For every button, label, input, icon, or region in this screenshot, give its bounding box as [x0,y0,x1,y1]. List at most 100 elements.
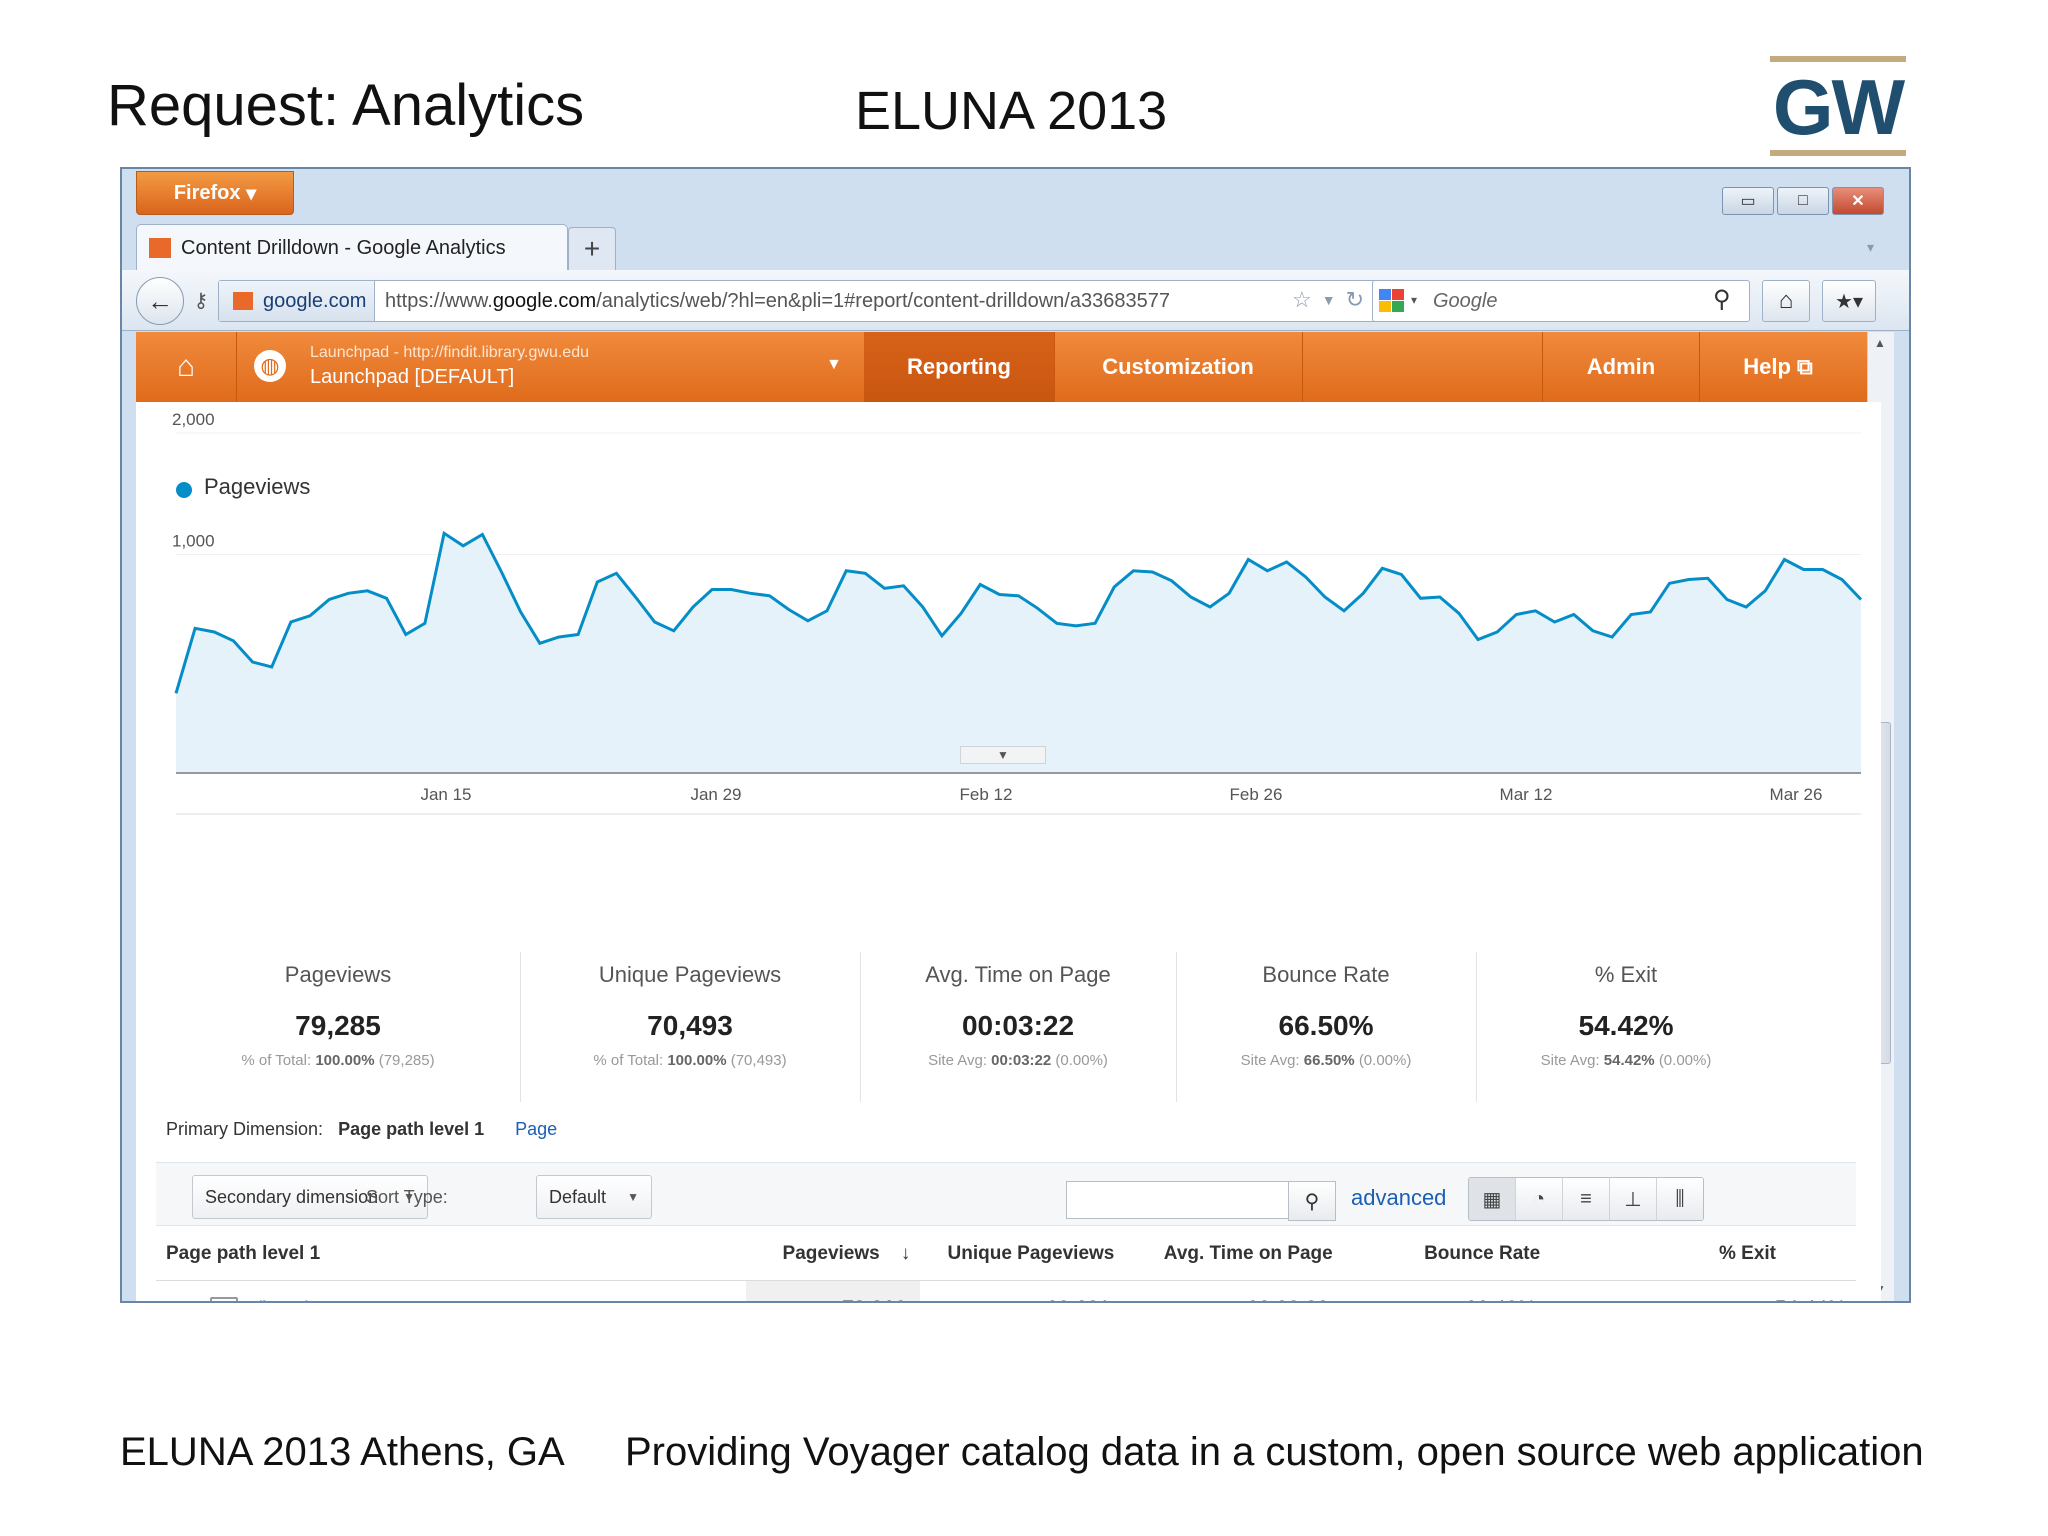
tab-list-icon[interactable]: ▾ [1867,239,1875,255]
search-engine-caret-icon[interactable]: ▾ [1411,293,1418,307]
reload-icon[interactable]: ↻ [1345,287,1365,312]
y-tick-label: 1,000 [172,532,215,551]
comparison-view-icon[interactable]: ⊥ [1610,1178,1657,1220]
ga-home-icon[interactable]: ⌂ [136,332,237,402]
browser-window: Firefox ▾ ▭ □ ✕ Content Drilldown - Goog… [120,167,1911,1303]
home-icon[interactable]: ⌂ [1762,280,1810,322]
x-tick-label: Jan 29 [690,785,741,804]
metric-comparison: Site Avg: 54.42% (0.00%) [1540,1052,1712,1069]
data-table: Page path level 1 Pageviews ↓ Unique Pag… [156,1228,1856,1301]
avg-time-cell: 00:03:22 [1124,1280,1343,1301]
chevron-down-icon: ▼ [627,1190,639,1204]
data-table-view-icon[interactable]: ▦ [1469,1178,1516,1220]
search-input[interactable]: Google [1433,290,1498,312]
column-header-unique-pageviews[interactable]: Unique Pageviews [920,1228,1125,1281]
globe-icon: ◍ [254,350,286,382]
x-tick-label: Mar 12 [1500,785,1553,804]
site-identity-button[interactable]: google.com [219,281,375,321]
metric-value: 00:03:22 [961,1010,1075,1041]
metric-value: 54.42% [1578,1010,1674,1041]
metric-comparison: % of Total: 100.00% (70,493) [593,1052,787,1069]
unique-pageviews-cell: 69,681 [920,1280,1125,1301]
back-arrow-icon[interactable]: ← [136,277,184,325]
history-dropdown-icon[interactable]: ▼ [1321,292,1336,308]
series-area-pageviews [176,533,1861,772]
star-icon[interactable]: ☆ [1292,287,1312,312]
page-path-link[interactable]: /item/ [256,1298,307,1302]
chevron-down-icon: ▼ [826,356,842,373]
new-tab-button[interactable]: + [568,227,616,271]
summary-metrics: Pageviews 79,285 % of Total: 100.00% (79,2… [156,952,1856,1102]
column-header-exit[interactable]: % Exit [1550,1228,1856,1281]
x-tick-label: Mar 26 [1770,785,1823,804]
maximize-button[interactable]: □ [1777,187,1829,215]
scroll-up-icon[interactable]: ▲ [1874,336,1886,350]
footer-event: ELUNA 2013 Athens, GA [120,1430,565,1474]
sort-type-label: Sort Type: [366,1187,448,1207]
metric-card: Unique Pageviews 70,493 % of Total: 100.00… [520,952,861,1102]
x-tick-label: Feb 12 [960,785,1013,804]
search-bar[interactable]: ▾ Google ⚲ [1372,280,1750,322]
key-icon[interactable]: ⚷ [193,289,209,312]
tab-customization[interactable]: Customization [1054,332,1303,402]
primary-dimension: Primary Dimension: Page path level 1 Pag… [166,1119,557,1140]
tab-admin[interactable]: Admin [1542,332,1700,402]
gw-logo-text: GW [1772,63,1905,151]
dimension-page[interactable]: Page [515,1119,558,1139]
x-tick-label: Feb 26 [1230,785,1283,804]
advanced-filter-link[interactable]: advanced [1351,1185,1447,1210]
pageviews-chart: 2,000 1,000 Jan 15 Jan 29 Feb 12 Feb 26 Mar 12… [172,410,1863,815]
sort-type-dropdown[interactable]: Default ▼ [536,1175,652,1219]
legend-marker-pageviews [176,482,192,498]
report-content: Pageviews 2,000 1,000 Jan 15 Jan 29 Feb 12 Fe… [136,402,1881,1301]
metric-card: Avg. Time on Page 00:03:22 Site Avg: 00:03… [860,952,1177,1102]
primary-dimension-label: Primary Dimension: [166,1119,324,1139]
secondary-dimension-dropdown[interactable]: Secondary dimension ▼ [192,1175,428,1219]
performance-view-icon[interactable]: ≡ [1563,1178,1610,1220]
column-header-page-path[interactable]: Page path level 1 [156,1228,746,1281]
account-selector[interactable]: ◍ Launchpad - http://findit.library.gwu.… [236,332,865,402]
close-window-button[interactable]: ✕ [1832,187,1884,215]
tab-help[interactable]: Help ⧉ [1743,354,1813,379]
legend-label-pageviews: Pageviews [204,474,311,499]
column-header-bounce-rate[interactable]: Bounce Rate [1342,1228,1551,1281]
metric-comparison: % of Total: 100.00% (79,285) [241,1052,435,1069]
gw-logo: GW [1770,56,1906,156]
table-row: 1./item/78,31669,68100:03:2266.49%54.44% [156,1280,1856,1302]
table-header-row: Page path level 1 Pageviews ↓ Unique Pag… [156,1228,1856,1281]
metric-title: Pageviews [284,962,392,987]
x-tick-label: Jan 15 [420,785,471,804]
table-view-switcher: ▦ ◔ ≡ ⊥ ⫼ [1468,1177,1704,1221]
footer-presentation-title: Providing Voyager catalog data in a cust… [625,1430,1924,1474]
tab-content-drilldown[interactable]: Content Drilldown - Google Analytics [136,224,568,271]
url-text[interactable]: https://www.google.com/analytics/web/?hl… [385,290,1170,312]
external-link-icon: ⧉ [1797,354,1813,379]
analytics-favicon-icon [149,238,171,258]
chart-collapse-handle[interactable]: ▼ [960,746,1046,764]
metric-value: 66.50% [1278,1010,1374,1041]
firefox-menu-button[interactable]: Firefox ▾ [136,171,294,215]
metric-value: 79,285 [295,1010,381,1041]
metric-title: Unique Pageviews [598,962,782,987]
google-icon[interactable] [1379,289,1405,313]
pivot-view-icon[interactable]: ⫼ [1657,1178,1703,1220]
metric-card: % Exit 54.42% Site Avg: 54.42% (0.00%) [1476,952,1776,1102]
sort-arrow-down-icon: ↓ [900,1243,911,1264]
account-url: Launchpad - http://findit.library.gwu.ed… [310,344,589,361]
analytics-header: ⌂ ◍ Launchpad - http://findit.library.gw… [136,332,1881,402]
table-filter-input[interactable] [1066,1181,1290,1219]
dimension-page-path-level-1[interactable]: Page path level 1 [338,1119,485,1139]
minimize-button[interactable]: ▭ [1722,187,1774,215]
table-toolbar: Secondary dimension ▼ Sort Type: Default ▼… [156,1162,1856,1226]
column-header-pageviews[interactable]: Pageviews ↓ [745,1228,921,1281]
url-bar[interactable]: google.com https://www.google.com/analyt… [218,280,1470,322]
search-icon[interactable]: ⚲ [1288,1181,1336,1221]
tab-reporting[interactable]: Reporting [864,332,1055,402]
metric-value: 70,493 [647,1010,733,1041]
slide-title: Request: Analytics [107,73,585,138]
search-icon[interactable]: ⚲ [1713,286,1731,313]
column-header-avg-time[interactable]: Avg. Time on Page [1124,1228,1343,1281]
folder-icon [210,1296,238,1301]
bookmarks-icon[interactable]: ★▾ [1822,280,1876,322]
pie-chart-view-icon[interactable]: ◔ [1516,1178,1563,1220]
